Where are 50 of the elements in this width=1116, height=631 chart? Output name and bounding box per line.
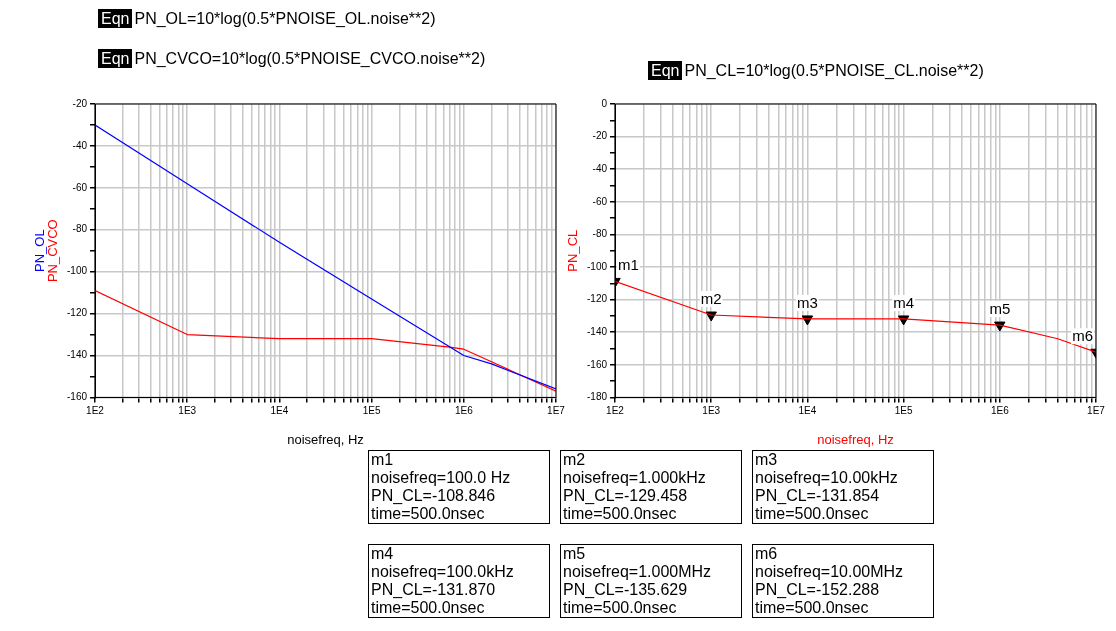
x-tick-label: 1E4 <box>798 405 817 417</box>
x-tick-label: 1E2 <box>606 405 625 417</box>
text: m2 noisefreq=1.000kHz PN_CL=-129.458 time=500.0nsec <box>560 450 742 524</box>
data-label: m1 <box>618 256 639 274</box>
y-tick-label: -40 <box>592 162 608 174</box>
text: m4 noisefreq=100.0kHz PN_CL=-131.870 time=500.0nsec <box>368 544 550 618</box>
data-label: m4 <box>893 293 915 311</box>
y-tick-label: -60 <box>72 181 88 193</box>
x-tick-label: 1E3 <box>702 405 721 417</box>
x-axis-title: noisefreq, Hz <box>287 431 364 447</box>
x-tick-label: 1E3 <box>178 405 197 417</box>
data-label: m3 <box>796 293 818 311</box>
y-tick-label: -100 <box>67 265 88 277</box>
x-tick-label: 1E7 <box>1087 405 1106 417</box>
x-tick-label: 1E5 <box>362 405 381 417</box>
text: m6 noisefreq=10.00MHz PN_CL=-152.288 time=500.0nsec <box>752 544 934 618</box>
y-tick-label: -180 <box>587 391 608 403</box>
data-label: m5 <box>989 299 1011 317</box>
y-tick-label: -80 <box>72 223 88 235</box>
text: PN_CL <box>565 229 581 272</box>
y-tick-label: -60 <box>592 195 608 207</box>
y-tick-label: -120 <box>587 293 608 305</box>
y-tick-label: -20 <box>592 130 608 142</box>
x-axis-title: noisefreq, Hz <box>817 431 894 447</box>
x-tick-label: 1E7 <box>547 405 566 417</box>
y-tick-label: -100 <box>587 260 608 272</box>
y-tick-label: -160 <box>587 358 608 370</box>
text: PN_OL <box>32 229 48 273</box>
text: m1 noisefreq=100.0 Hz PN_CL=-108.846 time=500.0nsec <box>368 450 550 524</box>
text: Eqn PN_CL=10*log(0.5*PNOISE_CL.noise**2) <box>650 61 984 80</box>
x-tick-label: 1E6 <box>454 405 474 417</box>
y-tick-label: -140 <box>67 349 88 361</box>
data-label: m2 <box>700 289 722 307</box>
text: m3 noisefreq=10.00kHz PN_CL=-131.854 time=500.0nsec <box>752 450 934 524</box>
data-label: m6 <box>1072 326 1093 344</box>
y-tick-label: -160 <box>67 391 88 403</box>
x-tick-label: 1E5 <box>894 405 913 417</box>
x-tick-label: 1E6 <box>990 405 1010 417</box>
text: m5 noisefreq=1.000MHz PN_CL=-135.629 time=500.0nsec <box>560 544 742 618</box>
y-tick-label: -40 <box>72 139 88 151</box>
x-tick-label: 1E4 <box>270 405 289 417</box>
y-tick-label: 0 <box>601 97 608 109</box>
text: PN_CVCO <box>45 219 61 283</box>
text: Eqn PN_OL=10*log(0.5*PNOISE_OL.noise**2) <box>100 9 436 28</box>
y-tick-label: -120 <box>67 307 88 319</box>
y-tick-label: -80 <box>592 228 608 240</box>
y-tick-label: -140 <box>587 325 608 337</box>
x-tick-label: 1E2 <box>86 405 105 417</box>
text: Eqn PN_CVCO=10*log(0.5*PNOISE_CVCO.noise**2) <box>100 49 486 68</box>
y-tick-label: -20 <box>72 97 88 109</box>
